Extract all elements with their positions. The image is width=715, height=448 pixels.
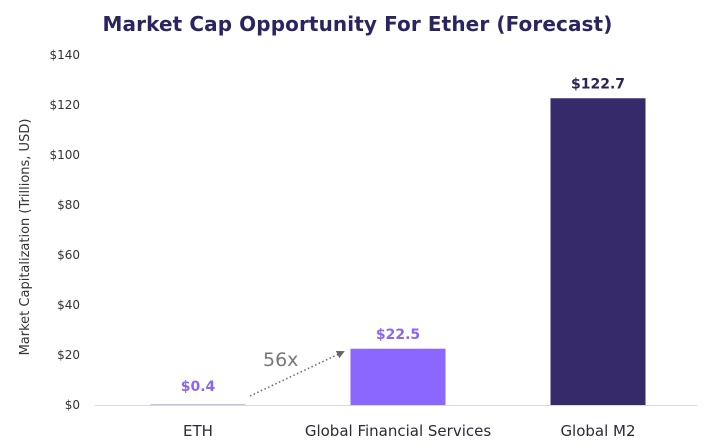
growth-arrow — [249, 350, 345, 397]
data-label: $122.7 — [571, 76, 625, 92]
y-tick-label: $80 — [57, 198, 80, 212]
bar-eth — [150, 404, 246, 405]
y-axis-label: Market Capitalization (Trillions, USD) — [18, 119, 33, 356]
bars — [150, 98, 646, 405]
bar-global-financial-services — [350, 348, 446, 405]
x-tick-label: Global M2 — [560, 422, 635, 440]
y-tick-label: $0 — [65, 398, 80, 412]
x-axis: ETH Global Financial Services Global M2 — [95, 405, 697, 440]
bar-global-m2 — [550, 98, 646, 405]
data-label: $0.4 — [181, 379, 216, 395]
x-tick-label: ETH — [183, 422, 213, 440]
y-axis: $0 $20 $40 $60 $80 $100 $120 $140 — [49, 48, 80, 412]
data-labels: $0.4 $22.5 $122.7 — [181, 76, 625, 395]
y-tick-label: $140 — [49, 48, 80, 62]
chart-title: Market Cap Opportunity For Ether (Foreca… — [102, 12, 613, 36]
y-tick-label: $20 — [57, 348, 80, 362]
growth-multiplier-label: 56x — [263, 349, 298, 371]
growth-annotation: 56x — [249, 349, 345, 397]
data-label: $22.5 — [376, 327, 420, 343]
y-tick-label: $40 — [57, 298, 80, 312]
x-tick-label: Global Financial Services — [305, 422, 492, 440]
y-tick-label: $60 — [57, 248, 80, 262]
y-tick-label: $120 — [49, 98, 80, 112]
y-tick-label: $100 — [49, 148, 80, 162]
